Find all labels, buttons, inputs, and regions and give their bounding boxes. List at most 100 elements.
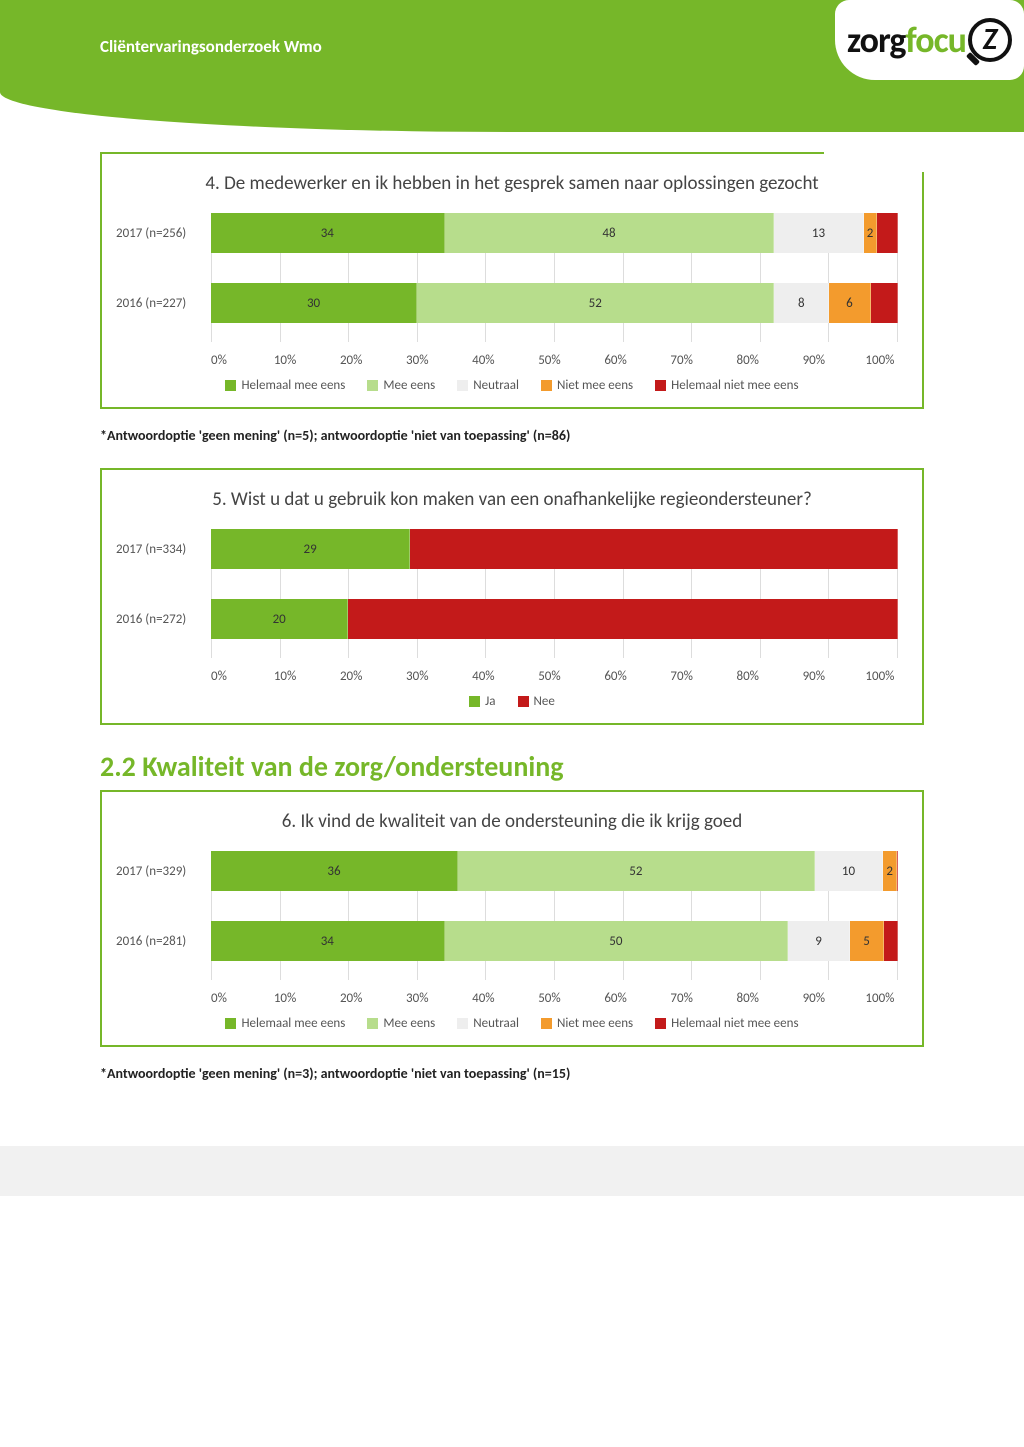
bar-segment: 10 — [815, 851, 884, 891]
legend-swatch — [457, 380, 468, 391]
axis-tick: 40% — [465, 669, 501, 684]
axis-tick: 0% — [201, 353, 237, 368]
legend-item: Mee eens — [367, 1016, 435, 1031]
legend-item: Niet mee eens — [541, 378, 633, 393]
legend-label: Niet mee eens — [557, 1016, 633, 1031]
logo: zorgfocu Z — [835, 0, 1024, 80]
axis-tick: 100% — [862, 353, 898, 368]
chart6-axis: 0%10%20%30%40%50%60%70%80%90%100% — [211, 991, 898, 1006]
legend-label: Neutraal — [473, 378, 519, 393]
chart5-title: 5. Wist u dat u gebruik kon maken van ee… — [116, 488, 908, 511]
axis-tick: 20% — [333, 353, 369, 368]
chart4-title: 4. De medewerker en ik hebben in het ges… — [116, 172, 908, 195]
axis-tick: 20% — [333, 991, 369, 1006]
logo-part2: focu — [905, 18, 966, 62]
legend-label: Helemaal mee eens — [241, 1016, 345, 1031]
bar-row-label: 2017 (n=334) — [116, 542, 206, 557]
axis-tick: 30% — [399, 353, 435, 368]
chart4-box: 4. De medewerker en ik hebben in het ges… — [100, 152, 924, 409]
axis-tick: 0% — [201, 991, 237, 1006]
axis-tick: 20% — [333, 669, 369, 684]
legend-item: Helemaal mee eens — [225, 1016, 345, 1031]
legend-item: Nee — [518, 694, 555, 709]
legend-item: Helemaal mee eens — [225, 378, 345, 393]
bar-segment: 30 — [211, 283, 417, 323]
legend-label: Mee eens — [383, 1016, 435, 1031]
legend-label: Niet mee eens — [557, 378, 633, 393]
legend-swatch — [655, 1018, 666, 1029]
legend-swatch — [541, 1018, 552, 1029]
axis-tick: 90% — [796, 669, 832, 684]
bar-row-label: 2017 (n=256) — [116, 226, 206, 241]
bar-segment: 20 — [211, 599, 348, 639]
bar-row: 2016 (n=281)345095 — [211, 921, 898, 961]
legend-swatch — [457, 1018, 468, 1029]
logo-text: zorgfocu — [847, 18, 966, 62]
legend-swatch — [541, 380, 552, 391]
chart6-legend: Helemaal mee eens Mee eens Neutraal Niet me… — [116, 1016, 908, 1031]
axis-tick: 10% — [267, 353, 303, 368]
bar-segment: 6 — [829, 283, 870, 323]
legend-swatch — [367, 1018, 378, 1029]
chart4-legend: Helemaal mee eens Mee eens Neutraal Niet me… — [116, 378, 908, 393]
axis-tick: 10% — [267, 991, 303, 1006]
bar-row: 2016 (n=227)305286 — [211, 283, 898, 323]
legend-label: Helemaal niet mee eens — [671, 378, 798, 393]
legend-label: Helemaal mee eens — [241, 378, 345, 393]
bar-segment — [884, 921, 898, 961]
legend-item: Niet mee eens — [541, 1016, 633, 1031]
legend-swatch — [518, 696, 529, 707]
bar-segment: 2 — [864, 213, 878, 253]
chart6-box: 6. Ik vind de kwaliteit van de ondersteu… — [100, 790, 924, 1047]
axis-tick: 30% — [399, 991, 435, 1006]
bar-segment: 52 — [417, 283, 774, 323]
bar-segment: 13 — [774, 213, 863, 253]
chart5-axis: 0%10%20%30%40%50%60%70%80%90%100% — [211, 669, 898, 684]
bar-segment — [410, 529, 898, 569]
legend-label: Nee — [534, 694, 555, 709]
axis-tick: 70% — [664, 991, 700, 1006]
logo-part1: zorg — [847, 18, 906, 62]
bar-row: 2017 (n=256)3448132 — [211, 213, 898, 253]
axis-tick: 80% — [730, 353, 766, 368]
footer-band — [0, 1146, 1024, 1196]
axis-tick: 100% — [862, 991, 898, 1006]
bar-row: 2017 (n=334)29 — [211, 529, 898, 569]
chart4-axis: 0%10%20%30%40%50%60%70%80%90%100% — [211, 353, 898, 368]
chart4-area: 2017 (n=256)34481322016 (n=227)305286 0%… — [116, 213, 908, 368]
axis-tick: 90% — [796, 991, 832, 1006]
chart6-title: 6. Ik vind de kwaliteit van de ondersteu… — [116, 810, 908, 833]
legend-label: Mee eens — [383, 378, 435, 393]
bar-segment: 2 — [883, 851, 897, 891]
legend-swatch — [367, 380, 378, 391]
bar-segment: 52 — [458, 851, 815, 891]
axis-tick: 60% — [598, 991, 634, 1006]
header-band: Cliëntervaringsonderzoek Wmo zorgfocu Z — [0, 0, 1024, 92]
bar-segment: 36 — [211, 851, 458, 891]
axis-tick: 70% — [664, 669, 700, 684]
axis-tick: 40% — [465, 353, 501, 368]
legend-label: Helemaal niet mee eens — [671, 1016, 798, 1031]
bar-segment: 8 — [774, 283, 829, 323]
page-body: 4. De medewerker en ik hebben in het ges… — [0, 152, 1024, 1146]
axis-tick: 40% — [465, 991, 501, 1006]
legend-label: Neutraal — [473, 1016, 519, 1031]
legend-swatch — [225, 1018, 236, 1029]
axis-tick: 0% — [201, 669, 237, 684]
legend-swatch — [655, 380, 666, 391]
bar-row-label: 2016 (n=227) — [116, 296, 206, 311]
axis-tick: 50% — [531, 353, 567, 368]
bar-segment: 48 — [445, 213, 775, 253]
chart6-footnote: *Antwoordoptie 'geen mening' (n=3); antw… — [100, 1065, 924, 1082]
bar-segment: 50 — [445, 921, 789, 961]
bar-segment: 29 — [211, 529, 410, 569]
bar-segment — [871, 283, 898, 323]
header-title: Cliëntervaringsonderzoek Wmo — [100, 36, 322, 57]
axis-tick: 60% — [598, 353, 634, 368]
bar-row-label: 2016 (n=281) — [116, 934, 206, 949]
chart4-footnote: *Antwoordoptie 'geen mening' (n=5); antw… — [100, 427, 924, 444]
bar-segment: 0 — [897, 851, 898, 891]
chart5-box: 5. Wist u dat u gebruik kon maken van ee… — [100, 468, 924, 725]
bar-segment — [877, 213, 898, 253]
axis-tick: 90% — [796, 353, 832, 368]
